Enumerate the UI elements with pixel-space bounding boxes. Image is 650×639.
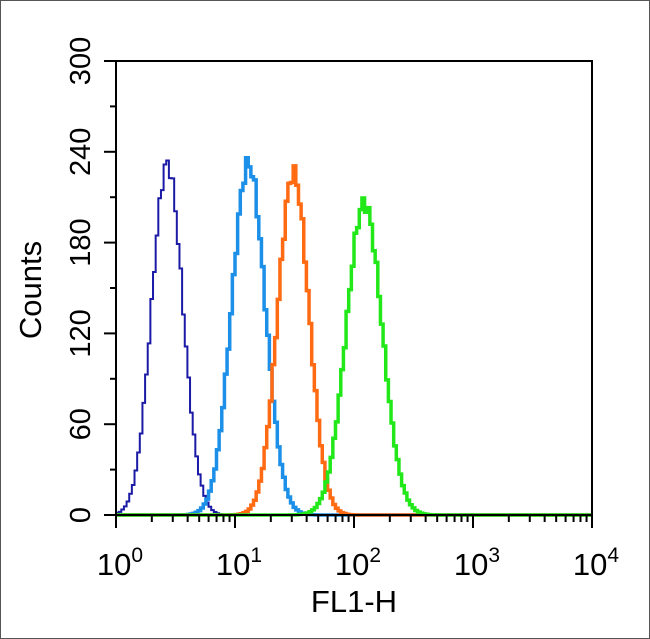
x-tick-label: 100 — [97, 544, 143, 582]
y-tick-label: 180 — [65, 218, 97, 266]
x-tick-label: 102 — [335, 544, 381, 582]
histogram-series — [116, 164, 592, 517]
x-tick-label: 103 — [454, 544, 500, 582]
x-axis: 100 101 102 103 104 — [97, 515, 619, 582]
y-tick-label: 300 — [65, 37, 97, 85]
y-axis-label: Counts — [13, 241, 48, 339]
y-tick-label: 60 — [65, 408, 97, 440]
y-tick-label: 120 — [65, 309, 97, 357]
histogram-series — [116, 159, 592, 516]
x-tick-label: 101 — [216, 544, 262, 582]
histogram-series — [116, 156, 592, 517]
plot-area — [115, 60, 593, 516]
y-tick-label: 240 — [65, 128, 97, 176]
x-tick-label: 104 — [573, 544, 619, 582]
x-axis-label: FL1-H — [311, 584, 397, 619]
series-layer — [116, 156, 592, 517]
y-tick-label: 0 — [65, 507, 97, 523]
y-axis: 0 60 120 180 240 300 — [65, 37, 116, 523]
